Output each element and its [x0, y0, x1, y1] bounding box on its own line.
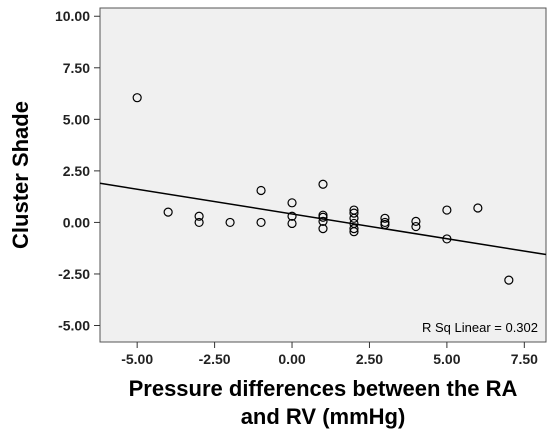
- data-point: [163, 207, 173, 217]
- x-tick-label: 5.00: [433, 351, 460, 367]
- data-point: [318, 216, 328, 226]
- data-point: [504, 275, 514, 285]
- data-point: [411, 221, 421, 232]
- x-axis: -5.00 -2.50 0.00 2.50 5.00 7.50: [121, 342, 538, 367]
- r-squared-annotation: R Sq Linear = 0.302: [422, 320, 538, 335]
- y-axis: -5.00 -2.50 0.00 2.50 5.00 7.50 10.00: [55, 8, 100, 334]
- y-tick-label: 2.50: [63, 163, 90, 179]
- data-point: [380, 213, 390, 223]
- data-point: [132, 93, 142, 103]
- x-axis-title-line-2: and RV (mmHg): [241, 404, 406, 429]
- data-point: [349, 208, 359, 218]
- plot-area: [99, 7, 547, 343]
- y-tick-label: -5.00: [58, 318, 90, 334]
- data-point: [318, 179, 328, 189]
- y-tick-label: 7.50: [63, 60, 90, 76]
- x-tick-label: 0.00: [278, 351, 305, 367]
- x-tick-label: 2.50: [356, 351, 383, 367]
- data-point: [194, 211, 204, 221]
- y-tick-label: 0.00: [63, 214, 90, 230]
- x-tick-label: -5.00: [121, 351, 153, 367]
- data-point: [473, 203, 483, 213]
- data-point: [287, 218, 297, 229]
- x-tick-label: 7.50: [511, 351, 538, 367]
- data-point: [256, 185, 266, 196]
- data-point: [287, 198, 297, 208]
- data-point: [411, 216, 421, 226]
- data-point: [256, 217, 266, 228]
- fit-line: [99, 182, 547, 256]
- data-point: [349, 227, 359, 237]
- data-point: [287, 211, 297, 221]
- data-point: [442, 205, 452, 215]
- data-point: [349, 213, 359, 223]
- data-point: [225, 217, 235, 228]
- y-tick-label: 10.00: [55, 8, 90, 24]
- y-tick-label: -2.50: [58, 266, 90, 282]
- x-tick-label: -2.50: [199, 351, 231, 367]
- data-point: [318, 212, 328, 222]
- data-point: [318, 224, 328, 234]
- y-axis-title: Cluster Shade: [8, 101, 33, 249]
- data-point: [194, 217, 204, 228]
- x-axis-title-line-1: Pressure differences between the RA: [129, 376, 518, 401]
- y-tick-label: 5.00: [63, 111, 90, 127]
